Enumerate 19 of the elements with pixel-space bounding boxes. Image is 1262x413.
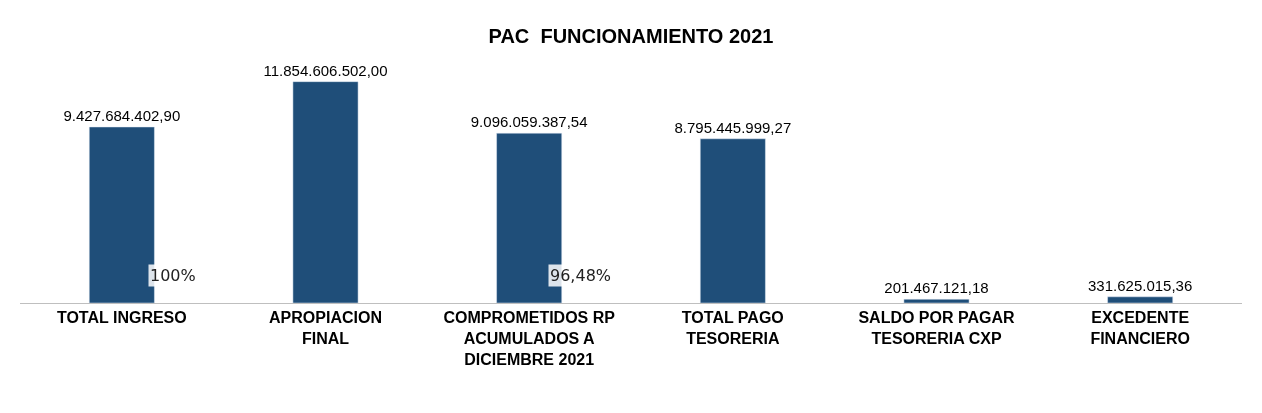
x-tick-label: SALDO POR PAGAR TESORERIA CXP [858,309,1016,347]
data-label: 9.427.684.402,90 [63,106,181,124]
x-tick-label: TOTAL INGRESO [56,309,187,327]
data-label: 8.795.445.999,27 [674,118,792,136]
x-tick-label: EXCEDENTE FINANCIERO [1090,309,1190,347]
data-label: 201.467.121,18 [884,279,989,297]
bar [1107,296,1173,303]
x-tick-label: TOTAL PAGO TESORERIA [681,309,784,347]
x-tick-label: COMPROMETIDOS RP ACUMULADOS A DICIEMBRE 2021 [443,309,616,368]
bar [903,298,970,303]
bar [700,138,766,303]
annotation: 100% [150,266,196,285]
chart-title: PAC FUNCIONAMIENTO 2021 [488,24,774,47]
annotation: 96,48% [550,266,612,285]
bar [292,81,359,303]
x-tick-label: APROPIACION FINAL [269,309,382,347]
data-label: 331.625.015,36 [1088,276,1193,294]
data-label: 9.096.059.387,54 [470,113,588,131]
data-label: 11.854.606.502,00 [263,61,388,79]
